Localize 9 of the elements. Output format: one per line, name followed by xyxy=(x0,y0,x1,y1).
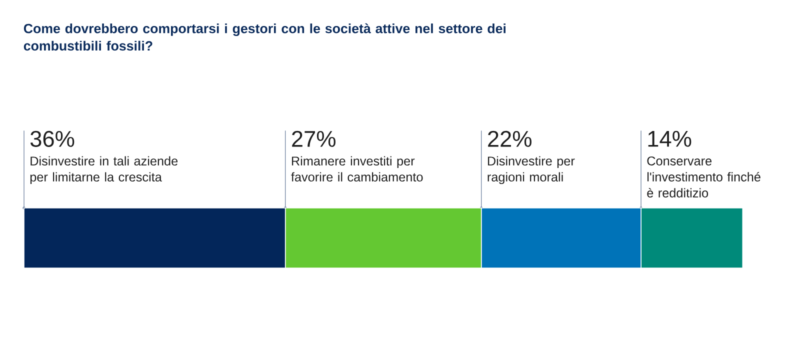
data-label: 22% xyxy=(488,130,532,147)
data-label: 36% xyxy=(30,130,74,147)
text: Rimanere investiti per favorire il cambiamento xyxy=(291,156,423,182)
data-label: 14% xyxy=(648,130,692,147)
series-label: Conservare l'investimento finché è redditizio xyxy=(647,156,760,198)
series-label: Disinvestire per ragioni morali xyxy=(488,156,575,184)
data-label: 27% xyxy=(292,130,336,147)
series-label: Disinvestire in tali aziende per limitarne la crescita xyxy=(30,156,178,184)
chart-title: Come dovrebbero comportarsi i gestori con le società attive nel settore dei combustibili fossili? xyxy=(24,23,506,51)
